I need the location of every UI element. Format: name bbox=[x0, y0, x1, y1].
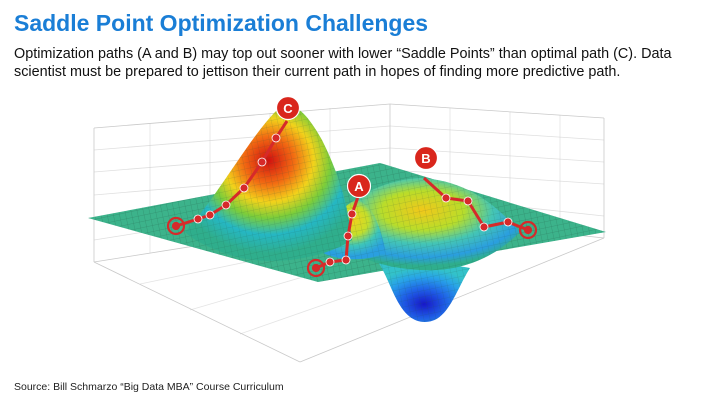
start-ring-c bbox=[166, 216, 186, 236]
marker-c: C bbox=[275, 95, 301, 121]
marker-b-label: B bbox=[421, 151, 430, 166]
source-citation: Source: Bill Schmarzo “Big Data MBA” Cou… bbox=[14, 381, 284, 393]
start-rings bbox=[166, 216, 538, 278]
slide-subtitle: Optimization paths (A and B) may top out… bbox=[14, 46, 672, 80]
marker-a-label: A bbox=[354, 179, 364, 194]
path-nodes bbox=[193, 133, 513, 267]
marker-c-label: C bbox=[283, 101, 293, 116]
marker-a: A bbox=[346, 173, 372, 199]
marker-b: B bbox=[413, 145, 439, 171]
slide-title: Saddle Point Optimization Challenges bbox=[14, 10, 429, 36]
start-ring-b bbox=[518, 220, 538, 240]
start-ring-a bbox=[306, 258, 326, 278]
